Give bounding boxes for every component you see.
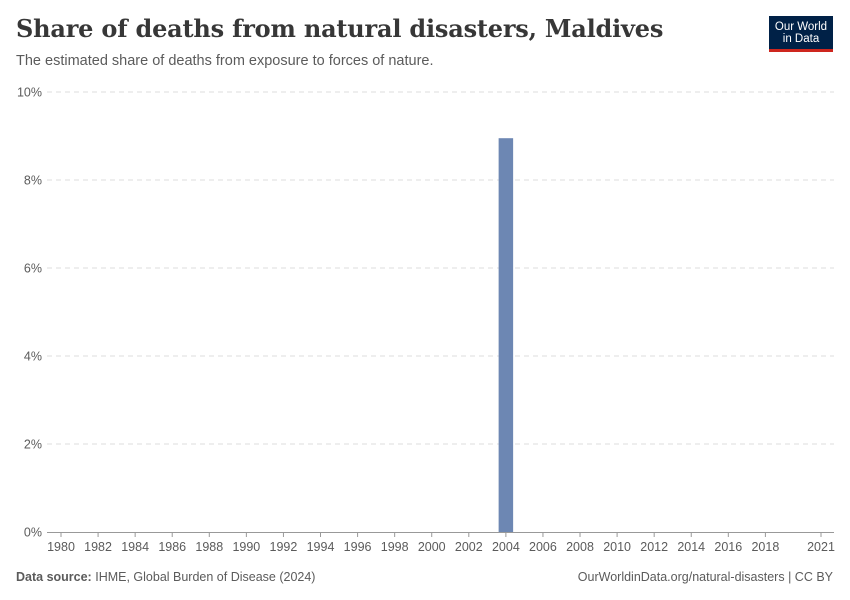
data-source-label: Data source: — [16, 570, 92, 584]
data-source-text: IHME, Global Burden of Disease (2024) — [95, 570, 316, 584]
logo-line-1: Our World — [774, 21, 828, 33]
x-tick-label: 1988 — [195, 540, 223, 554]
x-tick-label: 2004 — [492, 540, 520, 554]
y-tick-label: 2% — [24, 438, 42, 452]
x-tick-label: 1984 — [121, 540, 149, 554]
x-tick-label: 2000 — [418, 540, 446, 554]
x-tick-label: 1996 — [344, 540, 372, 554]
x-tick-label: 2002 — [455, 540, 483, 554]
x-tick-label: 2014 — [677, 540, 705, 554]
y-tick-label: 6% — [24, 262, 42, 276]
x-tick-label: 1982 — [84, 540, 112, 554]
logo-line-2: in Data — [782, 33, 820, 45]
x-tick-label: 2018 — [751, 540, 779, 554]
bar-chart: 1980 1982 1984 1986 1988 1990 1992 1994 1996 1998… — [17, 86, 835, 555]
x-tick-label: 1990 — [232, 540, 260, 554]
owid-logo[interactable]: Our World in Data — [769, 16, 833, 52]
x-axis: 1980 1982 1984 1986 1988 1990 1992 1994 1996 1998… — [47, 532, 835, 554]
data-source: Data source: IHME, Global Burden of Dise… — [16, 570, 315, 584]
x-tick-label: 1992 — [270, 540, 298, 554]
x-tick-label: 1998 — [381, 540, 409, 554]
chart-title: Share of deaths from natural disasters, … — [16, 14, 664, 43]
y-tick-label: 0% — [24, 526, 42, 540]
x-tick-label: 2010 — [603, 540, 631, 554]
x-tick-label: 2012 — [640, 540, 668, 554]
x-tick-label: 1980 — [47, 540, 75, 554]
bar-2004 — [498, 138, 514, 532]
grid-lines — [47, 91, 834, 445]
x-tick-label: 1994 — [307, 540, 335, 554]
y-tick-label: 8% — [24, 174, 42, 188]
y-axis-labels: 0% 2% 4% 6% 8% 10% — [17, 86, 42, 540]
x-tick-label: 2008 — [566, 540, 594, 554]
y-tick-label: 4% — [24, 350, 42, 364]
x-tick-label: 2006 — [529, 540, 557, 554]
chart-subtitle: The estimated share of deaths from expos… — [16, 53, 434, 69]
credit-link[interactable]: OurWorldinData.org/natural-disasters | C… — [577, 570, 833, 584]
x-tick-label: 2021 — [807, 540, 835, 554]
bars — [498, 138, 514, 532]
x-tick-label: 1986 — [158, 540, 186, 554]
x-tick-label: 2016 — [714, 540, 742, 554]
y-tick-label: 10% — [17, 86, 42, 100]
